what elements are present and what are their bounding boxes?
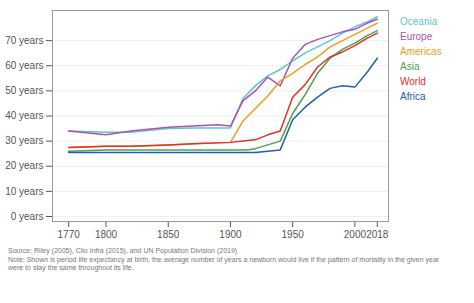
svg-text:2000: 2000 bbox=[344, 229, 367, 240]
svg-text:20 years: 20 years bbox=[5, 160, 43, 171]
svg-text:0 years: 0 years bbox=[11, 211, 44, 222]
svg-text:70 years: 70 years bbox=[5, 35, 43, 46]
html-text:World: World bbox=[400, 76, 426, 87]
svg-text:50 years: 50 years bbox=[5, 85, 43, 96]
svg-text:1800: 1800 bbox=[95, 229, 118, 240]
svg-text:30 years: 30 years bbox=[5, 135, 43, 146]
html-text:Source: Riley (2005), Clio Inf: Source: Riley (2005), Clio Infra (2015),… bbox=[8, 247, 238, 254]
svg-text:1850: 1850 bbox=[157, 229, 180, 240]
html-text:Oceania: Oceania bbox=[400, 16, 438, 27]
html-text:Note: Shown is period life exp: Note: Shown is period life expectancy at… bbox=[8, 255, 440, 272]
html-text:Asia: Asia bbox=[400, 61, 420, 72]
svg-text:60 years: 60 years bbox=[5, 60, 43, 71]
html-text:Africa: Africa bbox=[400, 91, 426, 102]
svg-text:40 years: 40 years bbox=[5, 110, 43, 121]
svg-text:1770: 1770 bbox=[58, 229, 81, 240]
svg-text:1900: 1900 bbox=[219, 229, 242, 240]
svg-text:1950: 1950 bbox=[282, 229, 305, 240]
html-text:Americas: Americas bbox=[400, 46, 442, 57]
svg-text:10 years: 10 years bbox=[5, 186, 43, 197]
html-text:Europe: Europe bbox=[400, 31, 433, 42]
svg-text:2018: 2018 bbox=[366, 229, 389, 240]
